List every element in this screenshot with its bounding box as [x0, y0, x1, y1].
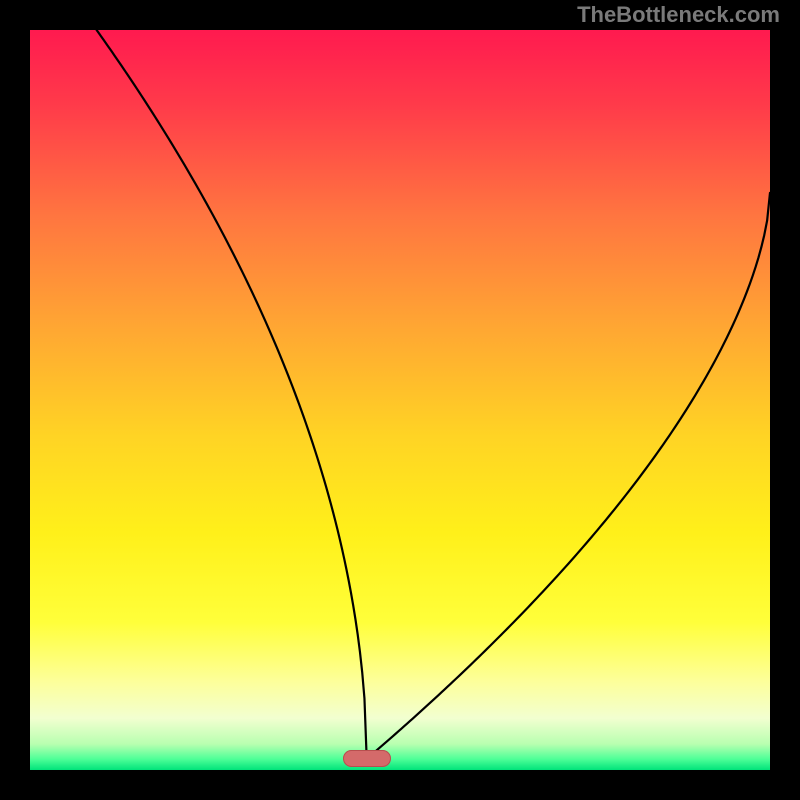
- optimal-point-marker: [343, 750, 391, 767]
- bottleneck-curve-path: [97, 30, 770, 759]
- bottleneck-curve: [30, 30, 770, 770]
- outer-frame: TheBottleneck.com: [0, 0, 800, 800]
- plot-area: [30, 30, 770, 770]
- watermark-text: TheBottleneck.com: [577, 2, 780, 28]
